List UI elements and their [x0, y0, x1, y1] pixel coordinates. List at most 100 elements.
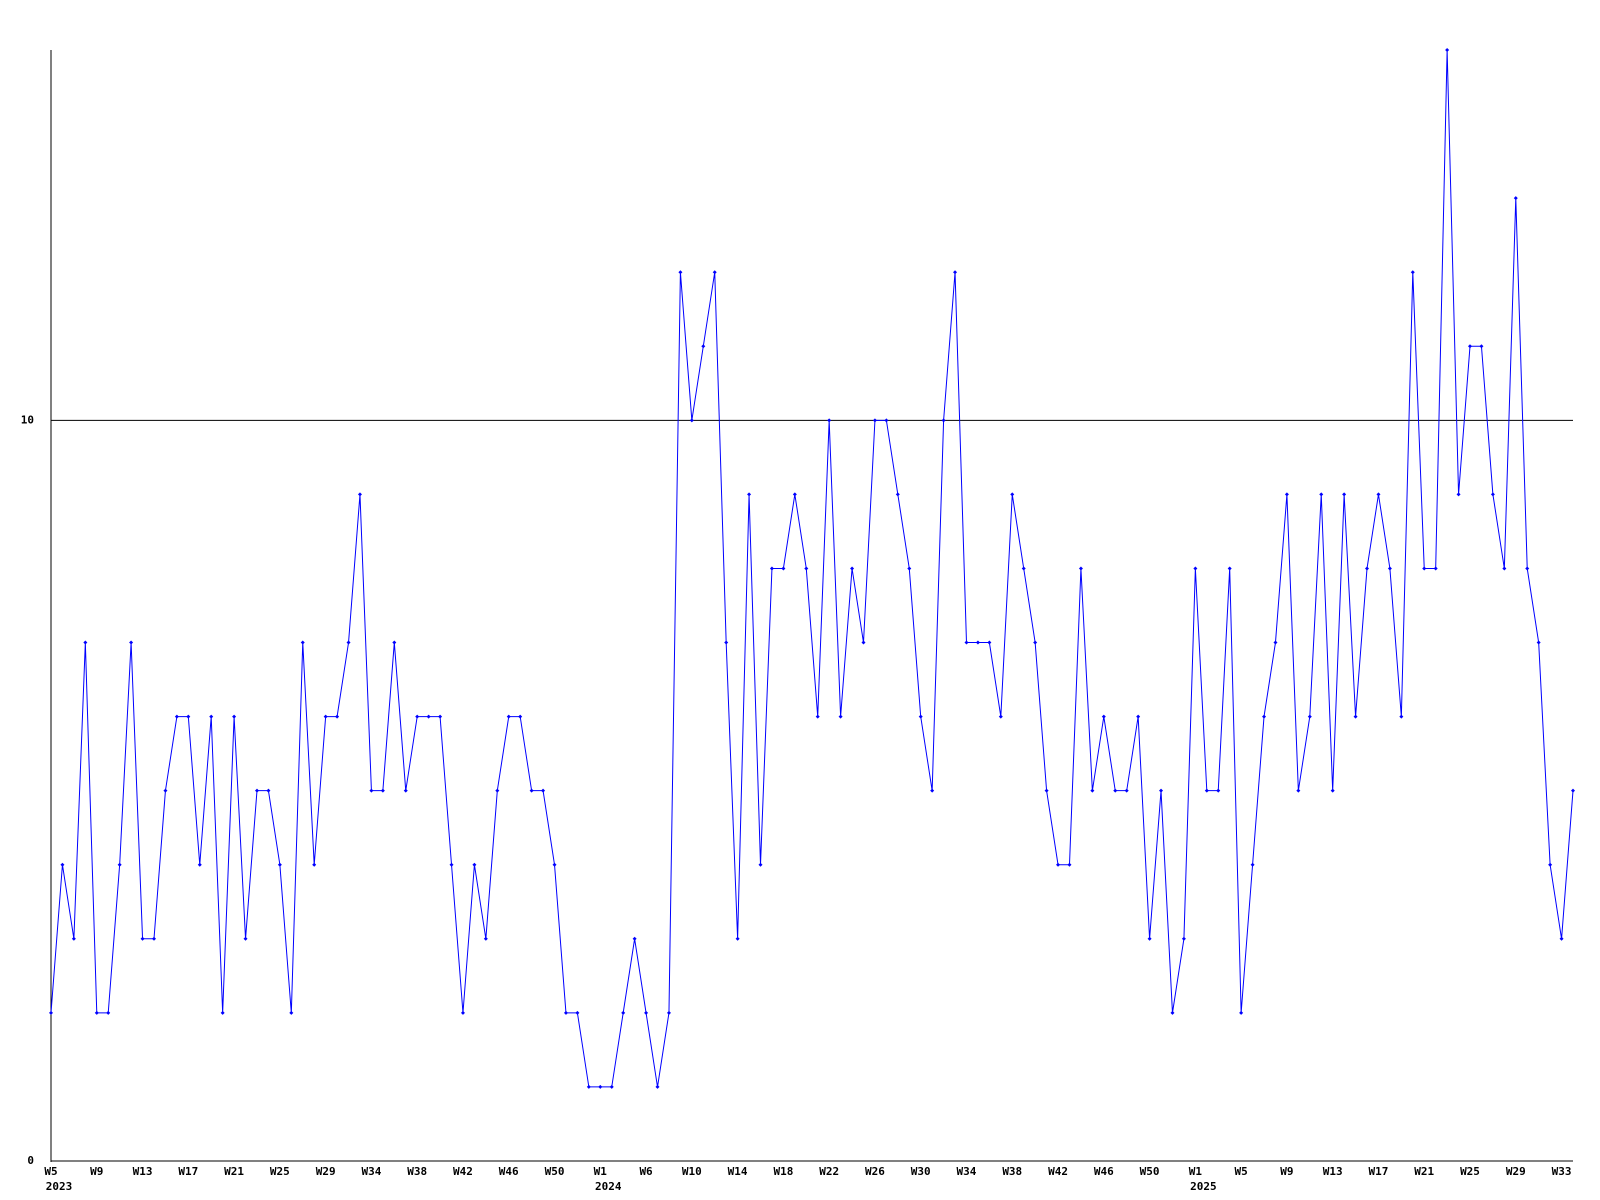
data-point [277, 862, 282, 867]
data-point [392, 640, 397, 645]
x-tick-label: W34 [361, 1165, 381, 1178]
data-point [518, 714, 523, 719]
data-point [232, 714, 237, 719]
data-point [1250, 862, 1255, 867]
x-tick-label: W9 [1280, 1165, 1293, 1178]
data-point [380, 788, 385, 793]
data-point [415, 714, 420, 719]
x-tick-label: W5 [44, 1165, 57, 1178]
data-point [689, 418, 694, 423]
data-point [254, 788, 259, 793]
data-point [1021, 566, 1026, 571]
data-point [1010, 492, 1015, 497]
data-point [678, 270, 683, 275]
data-point [1170, 1010, 1175, 1015]
data-point [872, 418, 877, 423]
x-tick-label: W14 [728, 1165, 748, 1178]
data-point [1239, 1010, 1244, 1015]
data-point [1273, 640, 1278, 645]
data-point [1307, 714, 1312, 719]
x-tick-label: W29 [1506, 1165, 1526, 1178]
x-year-label: 2024 [595, 1180, 622, 1193]
x-tick-label: W21 [224, 1165, 244, 1178]
data-point [964, 640, 969, 645]
x-tick-label: W17 [1369, 1165, 1389, 1178]
x-tick-label: W1 [1189, 1165, 1203, 1178]
y-tick-label: 0 [27, 1154, 34, 1167]
data-point [529, 788, 534, 793]
x-tick-label: W13 [1323, 1165, 1343, 1178]
x-year-label: 2023 [46, 1180, 73, 1193]
data-point [220, 1010, 225, 1015]
data-point [1067, 862, 1072, 867]
data-point [1399, 714, 1404, 719]
x-tick-label: W5 [1235, 1165, 1248, 1178]
data-point [1513, 196, 1518, 201]
data-point [460, 1010, 465, 1015]
x-tick-label: W30 [911, 1165, 931, 1178]
x-tick-label: W9 [90, 1165, 103, 1178]
data-point [987, 640, 992, 645]
data-point [632, 936, 637, 941]
data-point [1571, 788, 1575, 793]
data-point [769, 566, 774, 571]
data-point [1113, 788, 1118, 793]
data-point [998, 714, 1003, 719]
data-point [1124, 788, 1129, 793]
x-tick-label: W42 [1048, 1165, 1068, 1178]
data-point [1456, 492, 1461, 497]
data-point [1204, 788, 1209, 793]
data-point [1468, 344, 1473, 349]
data-point [941, 418, 946, 423]
data-point [483, 936, 488, 941]
data-point [335, 714, 340, 719]
data-point [575, 1010, 580, 1015]
x-tick-label: W38 [1002, 1165, 1022, 1178]
data-point [735, 936, 740, 941]
data-point [369, 788, 374, 793]
data-point [609, 1084, 614, 1089]
data-point [1159, 788, 1164, 793]
data-point [289, 1010, 294, 1015]
data-point [827, 418, 832, 423]
data-point [1376, 492, 1381, 497]
data-point [426, 714, 431, 719]
data-point [1181, 936, 1186, 941]
data-point [129, 640, 134, 645]
data-point [438, 714, 443, 719]
data-point [94, 1010, 99, 1015]
data-point [1353, 714, 1358, 719]
x-tick-label: W25 [270, 1165, 290, 1178]
data-point [644, 1010, 649, 1015]
data-point [1502, 566, 1507, 571]
data-point [1193, 566, 1198, 571]
data-point [712, 270, 717, 275]
x-tick-label: W18 [773, 1165, 793, 1178]
data-point [781, 566, 786, 571]
data-point [541, 788, 546, 793]
data-point [1387, 566, 1392, 571]
data-point [850, 566, 855, 571]
data-point [758, 862, 763, 867]
x-tick-label: W13 [133, 1165, 153, 1178]
data-point [1216, 788, 1221, 793]
data-point [403, 788, 408, 793]
data-point [1330, 788, 1335, 793]
data-point [1536, 640, 1541, 645]
x-tick-label: W6 [639, 1165, 653, 1178]
data-point [506, 714, 511, 719]
x-tick-label: W17 [178, 1165, 198, 1178]
x-tick-label: W25 [1460, 1165, 1480, 1178]
data-point [1101, 714, 1106, 719]
data-point [49, 1010, 53, 1015]
y-tick-label: 10 [21, 413, 34, 426]
data-point [151, 936, 156, 941]
data-point [552, 862, 557, 867]
data-point [1559, 936, 1564, 941]
data-point [1044, 788, 1049, 793]
data-point [300, 640, 305, 645]
data-point [918, 714, 923, 719]
data-point [1365, 566, 1370, 571]
data-point [815, 714, 820, 719]
